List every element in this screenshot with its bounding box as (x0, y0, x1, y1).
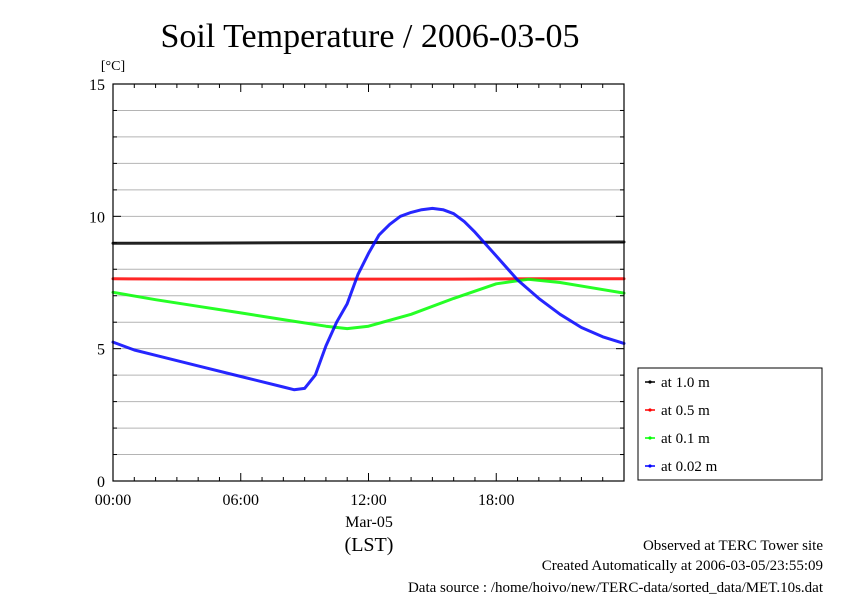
y-tick-label: 15 (89, 77, 105, 94)
legend-box (637, 367, 823, 481)
legend-marker (648, 464, 652, 468)
x-axis-label: (LST) (345, 534, 394, 556)
series-line-0 (111, 240, 626, 245)
legend-items: at 1.0 m at 0.5 m at 0.1 m at 0.02 m (645, 375, 718, 475)
legend-label: at 0.1 m (661, 431, 710, 447)
x-tick-label: 12:00 (350, 492, 386, 509)
x-tick-label: 00:00 (95, 492, 131, 509)
series-lines (111, 206, 626, 392)
y-tick-label: 5 (97, 342, 105, 359)
chart-title: Soil Temperature / 2006-03-05 (160, 18, 579, 55)
legend-marker (648, 408, 652, 412)
legend-marker (648, 436, 652, 440)
legend: at 1.0 m at 0.5 m at 0.1 m at 0.02 m (637, 367, 823, 481)
y-axis-unit: [°C] (101, 59, 125, 74)
y-tick-label: 10 (89, 209, 105, 226)
x-tick-label: 06:00 (223, 492, 259, 509)
grid-lines (113, 109, 624, 456)
legend-label: at 0.5 m (661, 403, 710, 419)
legend-marker (648, 380, 652, 384)
legend-label: at 1.0 m (661, 375, 710, 391)
footer-created: Created Automatically at 2006-03-05/23:5… (542, 558, 823, 574)
x-axis-ticks: 00:00 06:00 12:00 18:00 (95, 492, 515, 509)
series-line-2 (111, 277, 626, 331)
legend-label: at 0.02 m (661, 459, 718, 475)
y-tick-label: 0 (97, 474, 105, 491)
plot-frame (112, 83, 625, 482)
x-axis-date-label: Mar-05 (345, 514, 393, 531)
x-tick-label: 18:00 (478, 492, 514, 509)
footer-observed: Observed at TERC Tower site (643, 538, 823, 554)
series-line-3 (111, 206, 626, 392)
y-axis-ticks: 0 5 10 15 (89, 77, 105, 491)
footer-source: Data source : /home/hoivo/new/TERC-data/… (408, 580, 824, 595)
